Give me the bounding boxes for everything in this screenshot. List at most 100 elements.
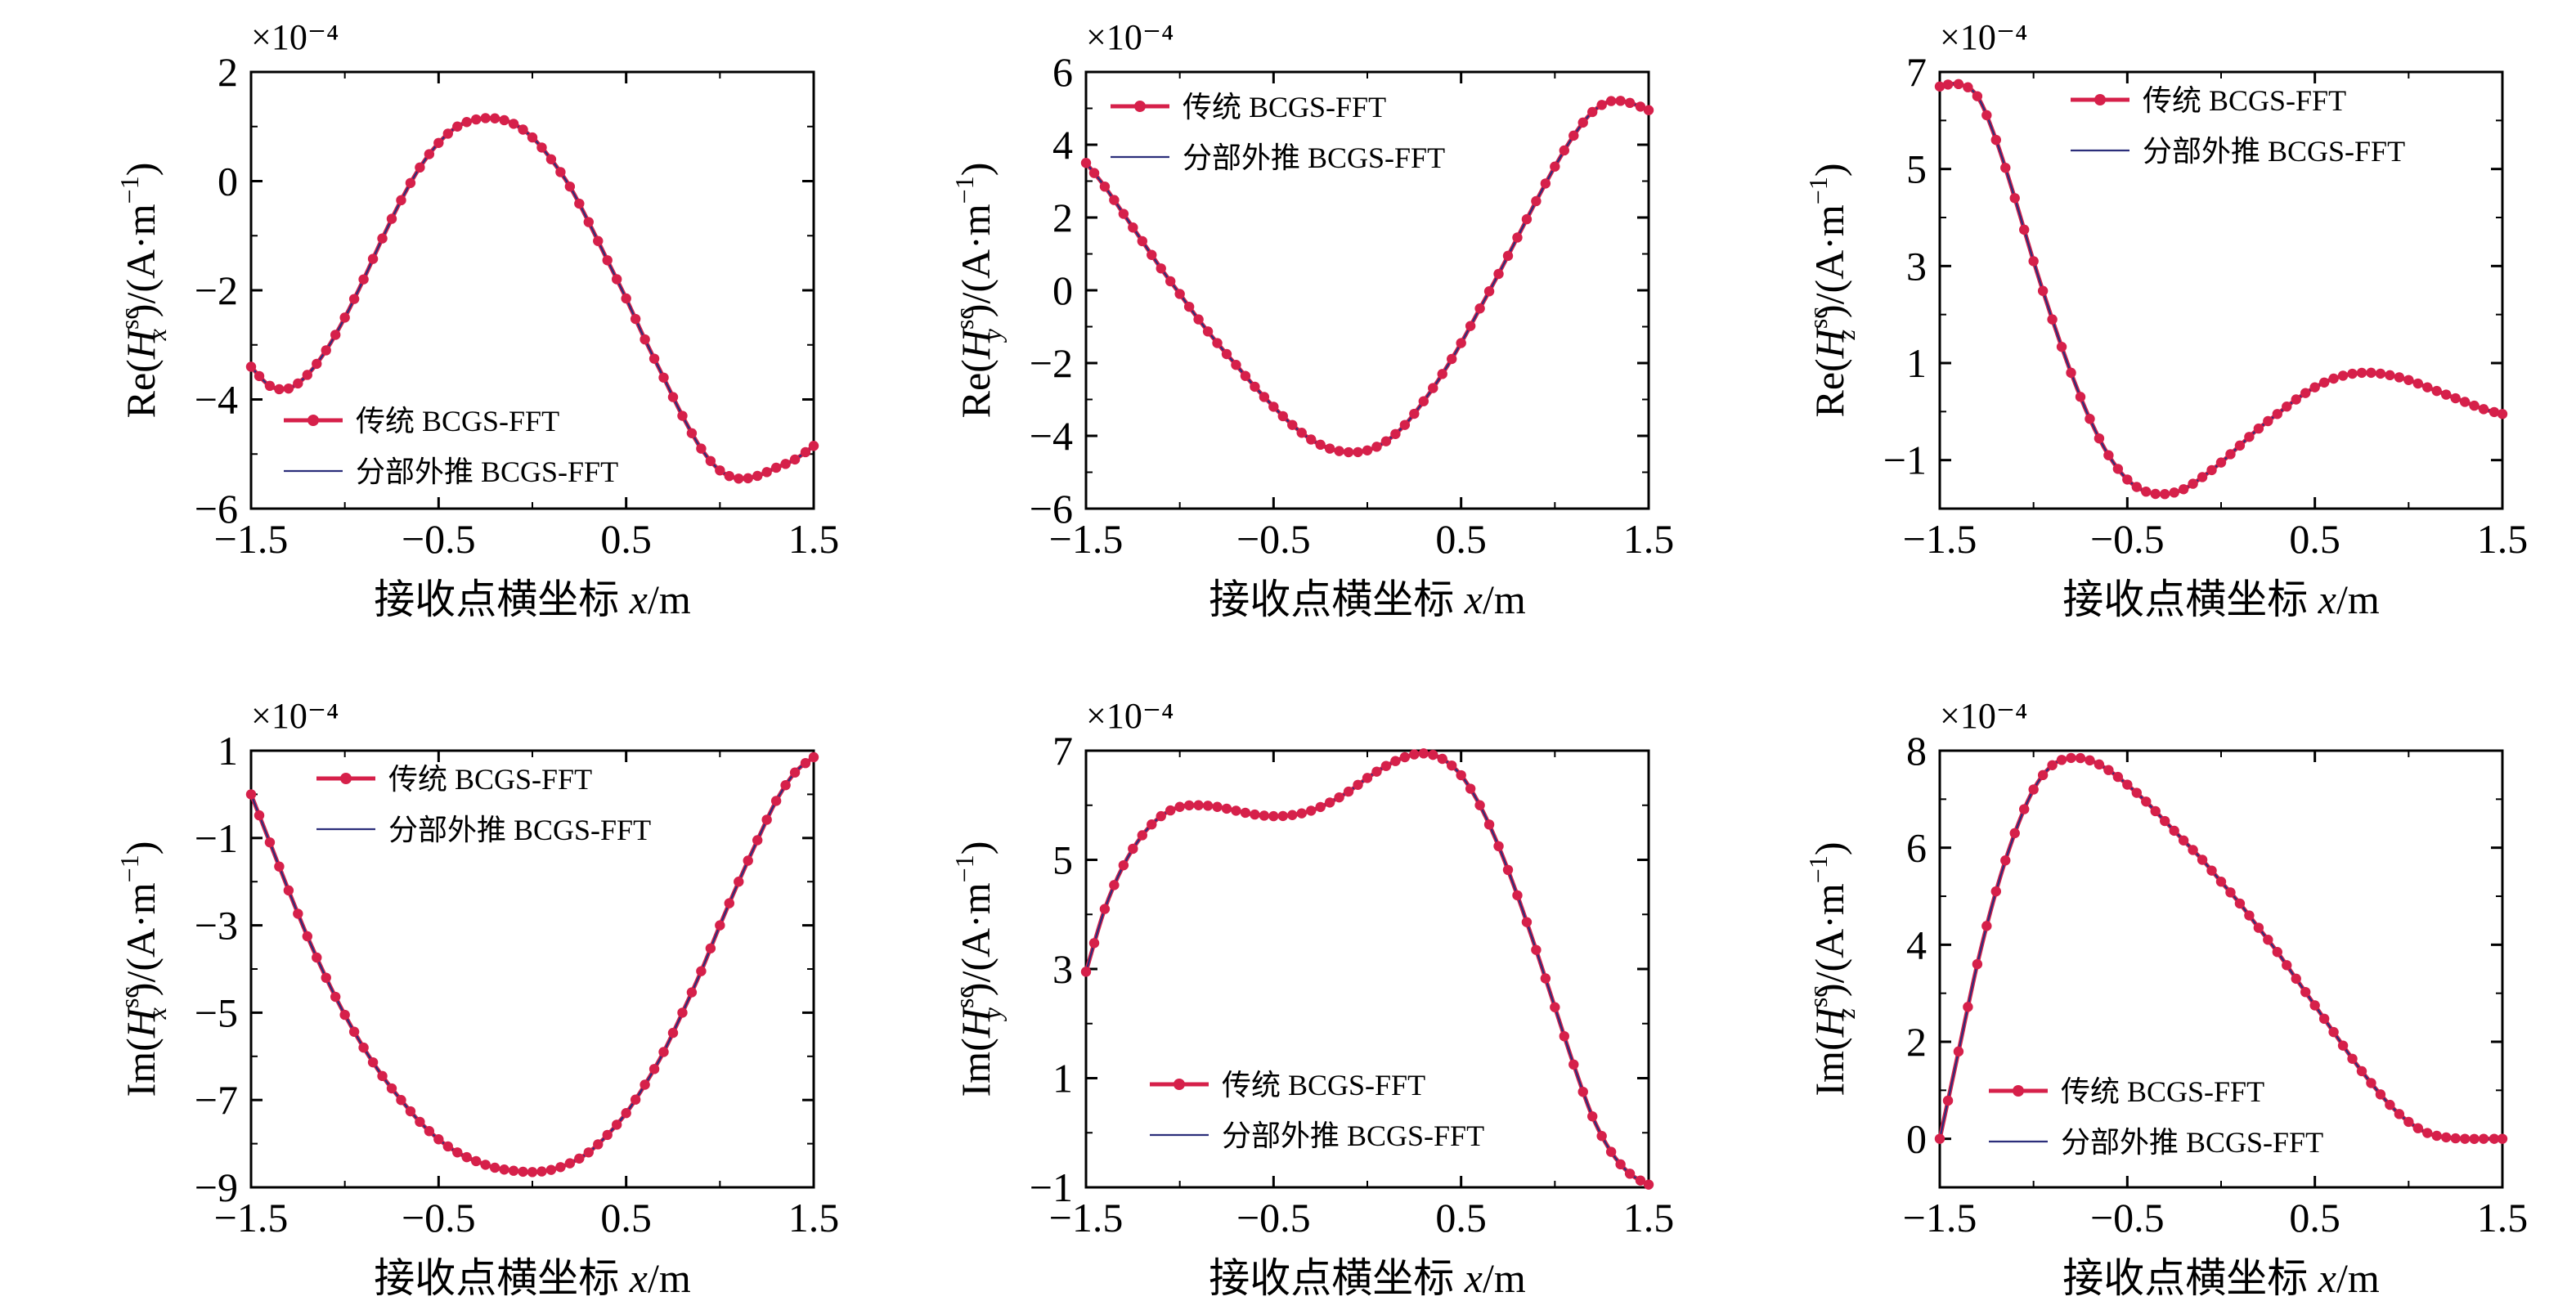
data-point [2225, 887, 2236, 898]
legend-label-extrapolated: 分部外推 BCGS-FFT [2061, 1126, 2323, 1159]
y-tick-label: 4 [1052, 122, 1073, 168]
data-point [442, 1141, 453, 1152]
data-point [1250, 381, 1260, 393]
legend-label-conventional: 传统 BCGS-FFT [1183, 91, 1386, 123]
data-point [1371, 442, 1382, 452]
data-point [1521, 213, 1533, 225]
data-point [367, 253, 379, 264]
data-point [527, 132, 538, 143]
y-tick-label: −7 [195, 1077, 238, 1123]
data-point [677, 1007, 688, 1018]
y-tick-label: −2 [1030, 340, 1073, 386]
x-axis-title: 接收点横坐标 x/m [374, 1255, 691, 1301]
data-point [1250, 809, 1260, 820]
data-point [471, 1155, 482, 1167]
data-point [2300, 388, 2311, 398]
data-point [2291, 973, 2301, 985]
data-point [2366, 367, 2376, 379]
legend: 传统 BCGS-FFT 分部外推 BCGS-FFT [1989, 1075, 2323, 1159]
data-point [2469, 1133, 2480, 1144]
data-point [339, 1009, 350, 1021]
y-tick-label: 2 [1906, 1019, 1927, 1065]
data-point [705, 943, 716, 954]
data-point [1963, 1002, 1973, 1012]
data-point [752, 835, 763, 846]
exponent-label: ×10⁻⁴ [1086, 696, 1174, 736]
data-point [724, 470, 734, 482]
data-point [564, 181, 576, 192]
y-tick-label: 2 [1052, 195, 1073, 240]
data-point [2347, 368, 2358, 379]
x-axis-title: 接收点横坐标 x/m [374, 576, 691, 622]
data-point [1088, 938, 1100, 949]
y-tick-label: 7 [1052, 728, 1073, 774]
data-point [321, 345, 331, 356]
data-point [1568, 130, 1579, 141]
data-point [1953, 79, 1964, 90]
subplot-2: −1.5 −0.5 0.5 1.5 −6 −4 −2 0 2 4 6 ×10⁻⁴ 接收点横坐标 x/m R… [949, 17, 1674, 622]
exponent-label: ×10⁻⁴ [251, 696, 339, 736]
y-tick-label: 0 [218, 159, 238, 204]
data-point [274, 384, 285, 395]
data-point [396, 195, 406, 206]
data-point [1212, 338, 1223, 348]
legend-label-extrapolated: 分部外推 BCGS-FFT [2143, 135, 2405, 168]
data-point [2422, 1128, 2433, 1138]
data-point [1409, 408, 1420, 419]
data-point [1502, 250, 1514, 262]
x-tick-label: −1.5 [1049, 516, 1124, 562]
data-point [1953, 1046, 1964, 1057]
data-point [1577, 1086, 1588, 1097]
data-point [1080, 967, 1092, 977]
data-point [1615, 1159, 1626, 1170]
data-point [1324, 443, 1335, 454]
data-point [2403, 375, 2414, 385]
data-point [640, 334, 650, 345]
data-point [1221, 803, 1232, 814]
data-point [555, 167, 566, 177]
x-tick-label: −1.5 [214, 516, 289, 562]
data-point [264, 837, 276, 848]
data-point [1512, 232, 1523, 243]
data-point [800, 757, 811, 769]
data-point [1942, 79, 1954, 90]
data-point [2337, 1040, 2349, 1051]
data-point [648, 353, 660, 364]
data-point [312, 358, 322, 370]
data-point [1202, 326, 1214, 337]
data-point [452, 121, 463, 132]
data-point [715, 920, 725, 931]
y-tick-label: −4 [1030, 413, 1073, 459]
data-point [1531, 195, 1542, 207]
data-point [1540, 178, 1551, 189]
data-point [1437, 369, 1447, 379]
legend-label-extrapolated: 分部外推 BCGS-FFT [356, 455, 618, 488]
data-point [583, 1147, 594, 1158]
data-point [1972, 958, 1983, 970]
data-point [1118, 209, 1129, 219]
data-point [1240, 370, 1251, 381]
data-point [2215, 877, 2227, 887]
markers [1934, 752, 2508, 1144]
y-tick-label: 6 [1052, 49, 1073, 95]
data-point [1596, 100, 1607, 110]
data-point [658, 1047, 669, 1057]
data-point [686, 987, 698, 998]
data-point [1109, 195, 1120, 205]
data-point [640, 1079, 650, 1090]
exponent-label: ×10⁻⁴ [1940, 17, 2027, 57]
data-point [433, 137, 444, 148]
data-point [1550, 161, 1560, 172]
y-tick-label: 1 [1906, 340, 1927, 386]
data-point [415, 1116, 425, 1128]
data-point [2075, 752, 2086, 764]
data-point [2000, 162, 2011, 173]
data-point [602, 1129, 613, 1141]
data-point [602, 255, 613, 266]
data-point [1531, 944, 1542, 955]
legend: 传统 BCGS-FFT 分部外推 BCGS-FFT [1150, 1069, 1484, 1152]
data-point [574, 198, 585, 209]
data-point [612, 1119, 622, 1130]
data-point [2272, 947, 2282, 958]
data-point [321, 972, 331, 983]
